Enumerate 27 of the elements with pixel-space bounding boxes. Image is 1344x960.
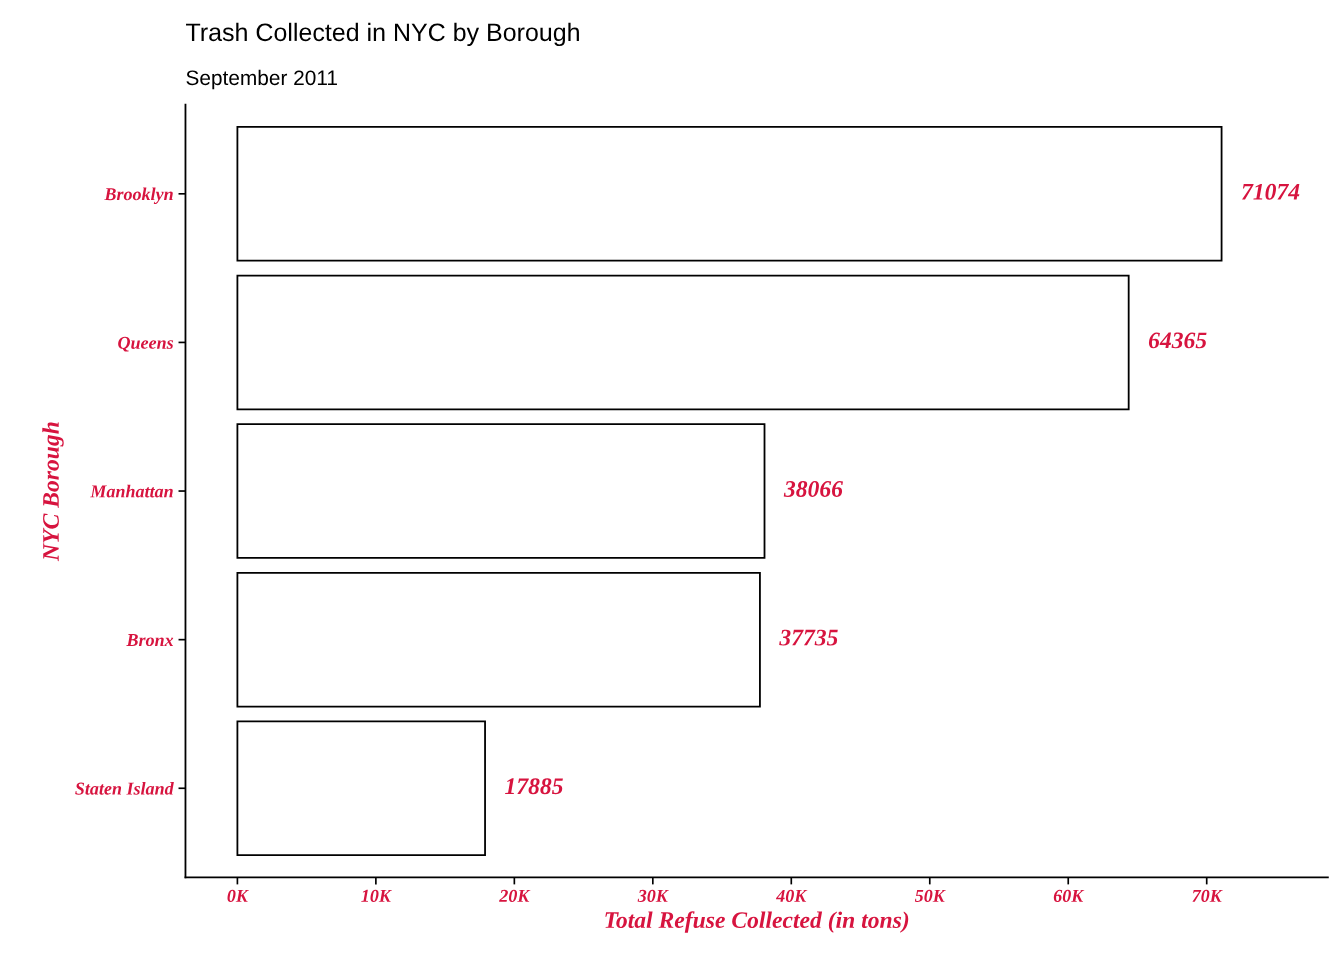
y-axis-title: NYC Borough [42, 422, 64, 562]
x-tick-label: 70K [1192, 889, 1223, 902]
x-tick-label: 20K [499, 889, 531, 902]
x-tick-label: 60K [1053, 889, 1085, 902]
x-axis-title: Total Refuse Collected (in tons) [605, 911, 909, 933]
bar [236, 571, 761, 708]
y-tick-label: Brooklyn [104, 187, 173, 204]
y-tick-label: Manhattan [90, 484, 173, 498]
y-tick-label: Queens [118, 336, 174, 352]
data-label: 37735 [779, 629, 838, 646]
data-label: 64365 [1148, 332, 1207, 349]
y-tick-label: Staten Island [75, 782, 174, 795]
x-tick-label: 10K [361, 889, 392, 902]
x-tick-label: 30K [637, 889, 669, 902]
x-tick-label: 40K [775, 889, 808, 902]
data-label: 17885 [505, 778, 563, 795]
bar [236, 423, 766, 559]
data-label: 71074 [1242, 183, 1300, 200]
chart-subtitle: September 2011 [186, 69, 337, 90]
x-tick-label: 0K [227, 889, 249, 902]
y-tick-label: Bronx [126, 634, 174, 647]
x-tick-label: 50K [914, 889, 946, 902]
bar [236, 126, 1223, 262]
chart-title: Trash Collected in NYC by Borough [186, 22, 579, 47]
data-label: 38066 [783, 481, 843, 497]
bar [236, 720, 486, 857]
bar [236, 274, 1130, 411]
